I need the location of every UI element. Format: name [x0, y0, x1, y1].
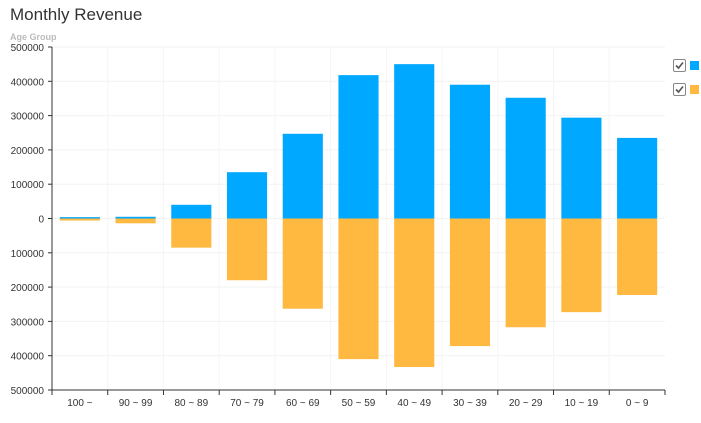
legend-swatch [690, 85, 699, 94]
x-tick-label: 90 ~ 99 [119, 398, 153, 409]
bar [59, 218, 100, 221]
y-tick-label: 500000 [11, 386, 45, 397]
y-tick-label: 0 [38, 215, 44, 226]
legend-item[interactable] [673, 58, 701, 82]
x-tick-label: 10 ~ 19 [565, 398, 599, 409]
bar [282, 133, 323, 219]
bar [115, 216, 156, 219]
check-icon [675, 85, 684, 94]
y-tick-label: 500000 [11, 43, 45, 54]
bar [338, 218, 379, 360]
bar [505, 218, 546, 328]
bar [449, 218, 491, 347]
x-tick-label: 40 ~ 49 [397, 398, 431, 409]
bar [561, 117, 602, 219]
bar [226, 172, 268, 219]
x-tick-label: 50 ~ 59 [342, 398, 376, 409]
x-tick-label: 70 ~ 79 [230, 398, 264, 409]
y-tick-label: 200000 [11, 283, 45, 294]
bar [449, 84, 491, 219]
legend-swatch [690, 61, 699, 70]
check-icon [675, 61, 684, 70]
x-tick-label: 30 ~ 39 [453, 398, 487, 409]
x-tick-label: 20 ~ 29 [509, 398, 543, 409]
y-tick-label: 400000 [11, 352, 45, 363]
chart-title: Monthly Revenue [10, 5, 143, 24]
bar [171, 204, 212, 219]
x-tick-label: 100 ~ [67, 398, 92, 409]
bar [171, 218, 212, 248]
x-tick-label: 80 ~ 89 [174, 398, 208, 409]
bar [617, 218, 658, 295]
bar [505, 97, 546, 219]
bar [394, 218, 435, 368]
y-tick-label: 100000 [11, 249, 45, 260]
bar [338, 75, 379, 219]
y-tick-label: 300000 [11, 112, 45, 123]
y-axis-title: Age Group [10, 32, 57, 42]
legend-item[interactable] [673, 82, 701, 106]
y-tick-label: 400000 [11, 77, 45, 88]
legend-checkbox[interactable] [673, 83, 686, 96]
legend-checkbox[interactable] [673, 59, 686, 72]
bar [115, 218, 156, 224]
bar [561, 218, 602, 313]
x-tick-label: 0 ~ 9 [626, 398, 649, 409]
bar [59, 217, 100, 219]
y-tick-label: 200000 [11, 146, 45, 157]
bar [282, 218, 323, 309]
legend [673, 58, 701, 106]
y-tick-label: 100000 [11, 180, 45, 191]
bar [394, 64, 435, 219]
bar [617, 137, 658, 219]
y-tick-label: 300000 [11, 317, 45, 328]
x-tick-label: 60 ~ 69 [286, 398, 320, 409]
bar [226, 218, 268, 281]
